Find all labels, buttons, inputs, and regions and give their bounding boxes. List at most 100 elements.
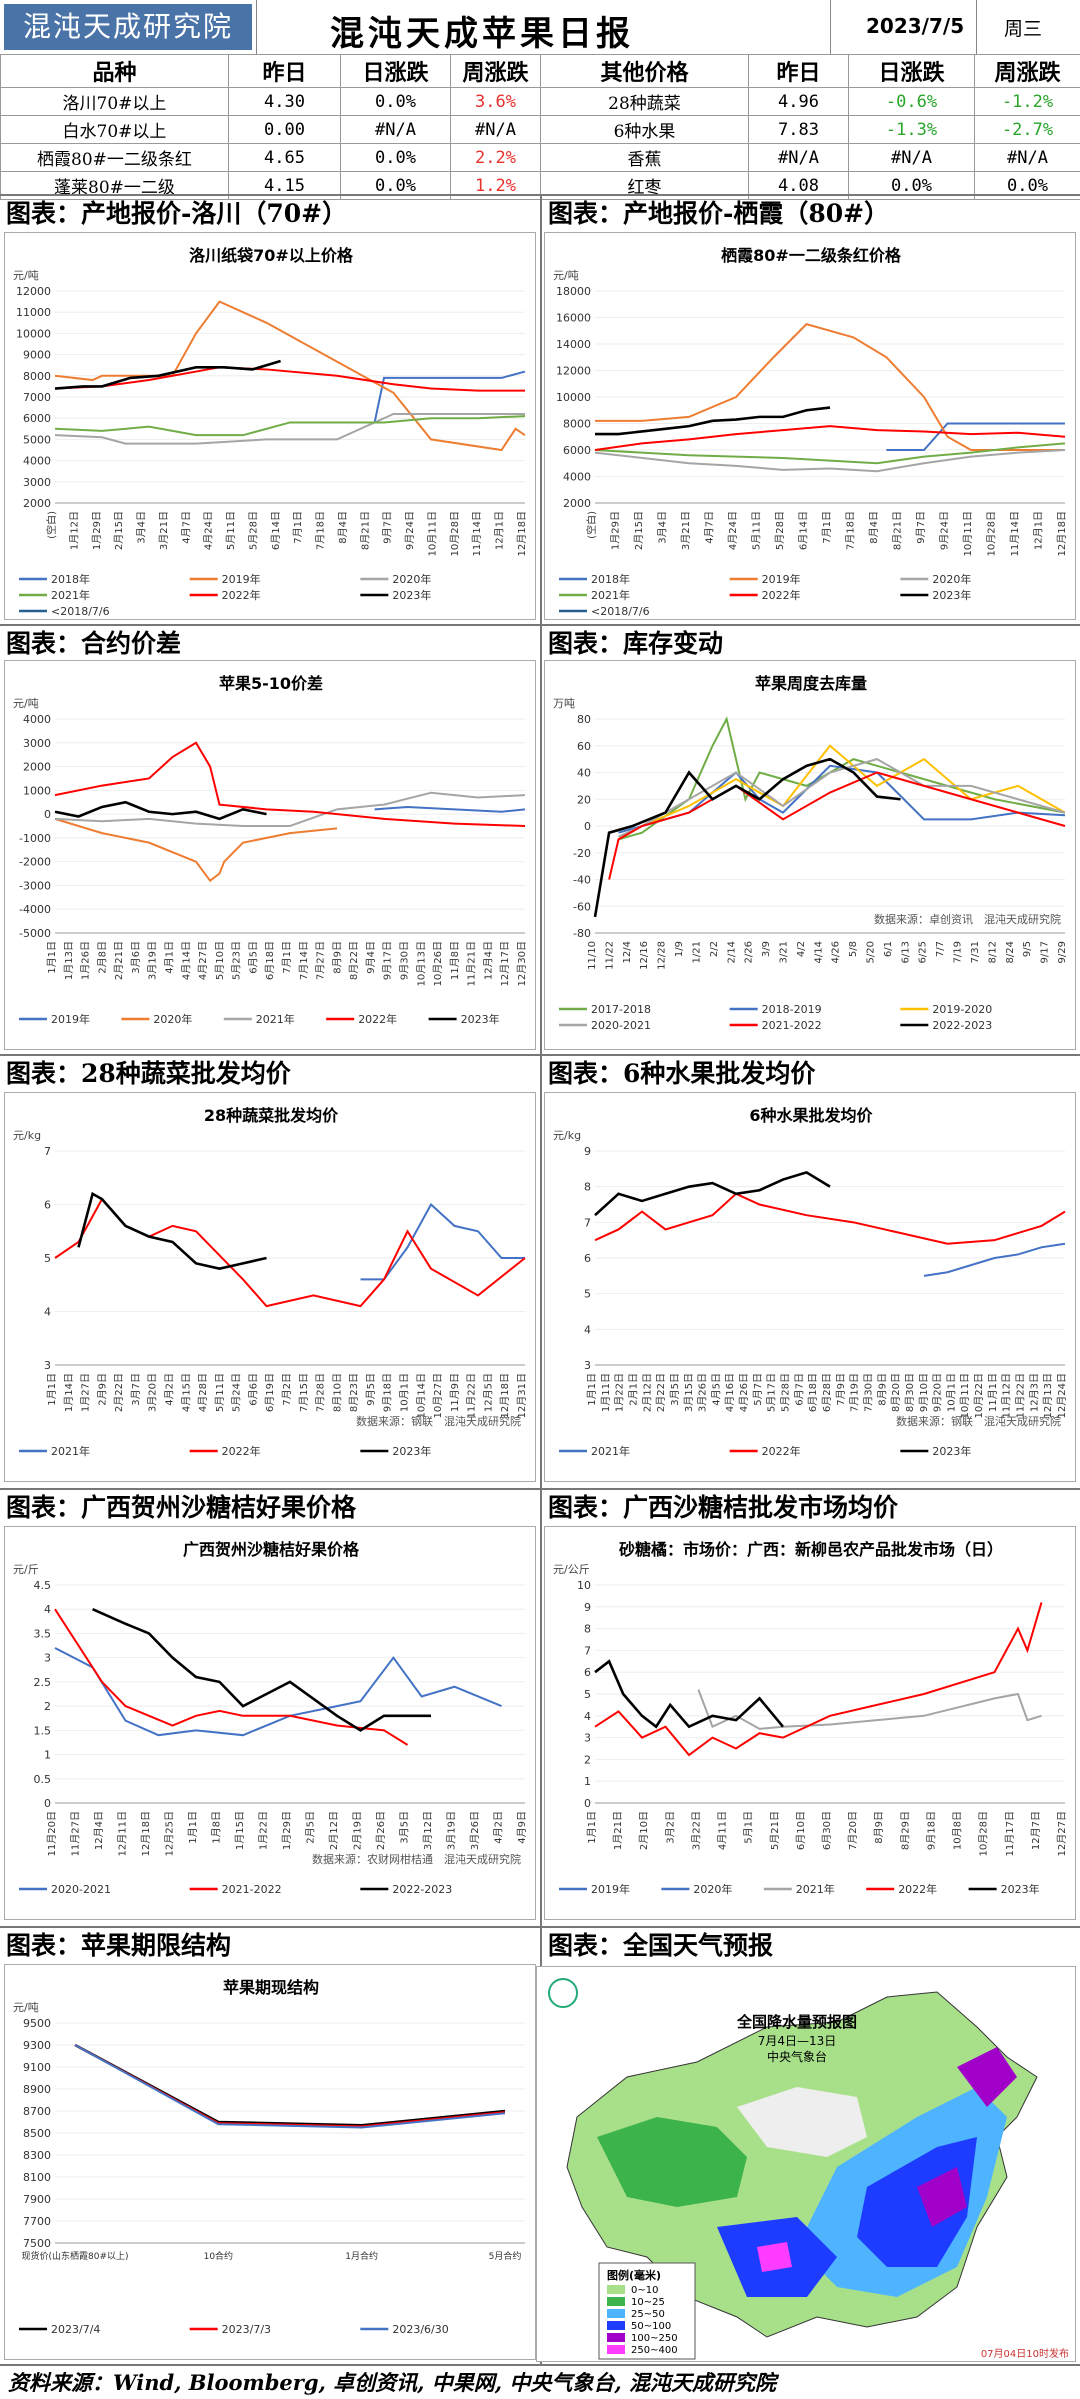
legend-label: 2020年: [392, 572, 431, 586]
legend-label: 2021年: [796, 1882, 835, 1896]
x-tick-label: 3月26日: [469, 1811, 481, 1850]
y-tick-label: 7: [44, 1145, 51, 1158]
x-tick-label: 5月28日: [774, 511, 786, 550]
x-tick-label: 3月26日: [697, 1373, 709, 1412]
x-tick-label: 7月2日: [281, 1373, 293, 1406]
x-tick-label: 8月21日: [892, 511, 904, 550]
x-tick-label: 1月1日: [586, 1811, 598, 1844]
x-tick-label: (空白): [45, 511, 58, 539]
x-tick-label: 12月3日: [1028, 1373, 1040, 1412]
x-tick-label: 3月19日: [446, 1811, 458, 1850]
table-cell: 洛川70#以上: [1, 88, 229, 116]
x-tick-label: 3月21日: [158, 511, 170, 550]
legend-label: 2018年: [51, 572, 90, 586]
legend-label: 2021-2022: [222, 1883, 282, 1896]
x-tick-label: 7月9日: [835, 1373, 847, 1406]
legend-label: 2021年: [51, 1444, 90, 1458]
y-tick-label: -20: [573, 847, 591, 860]
x-tick-label: 6月30日: [821, 1811, 833, 1850]
chart-title: 苹果期现结构: [223, 1978, 319, 1997]
x-tick-label: 6/1: [883, 941, 894, 957]
legend-label: 2023/7/3: [222, 2323, 271, 2336]
x-tick-label: 9月30日: [399, 941, 411, 980]
x-tick-label: 5月10日: [214, 941, 226, 980]
x-tick-label: 6月7日: [793, 1373, 805, 1406]
column-header: 周涨跌: [975, 55, 1080, 88]
x-tick-label: 11/22: [604, 941, 615, 970]
x-tick-label: 10月1日: [399, 1373, 411, 1412]
legend-label: 2020年: [932, 572, 971, 586]
y-tick-label: -40: [573, 874, 591, 887]
x-tick-label: 1月15日: [234, 1811, 246, 1850]
legend-label: <2018/7/6: [51, 605, 110, 618]
x-tick-label: 4月15日: [180, 1373, 192, 1412]
chart-qixia: 栖霞80#一二级条红价格元/吨2000400060008000100001200…: [544, 232, 1076, 620]
x-tick-label: 11月9日: [449, 1373, 461, 1412]
legend-label: 2017-2018: [591, 1003, 651, 1016]
x-tick-label: 8月4日: [337, 511, 349, 544]
x-tick-label: 6月19日: [264, 1373, 276, 1412]
chart-title: 洛川纸袋70#以上价格: [189, 246, 354, 265]
x-tick-label: 7/7: [935, 941, 946, 957]
chart-hezhou: 广西贺州沙糖桔好果价格元/斤00.511.522.533.544.511月20日…: [4, 1526, 536, 1920]
x-tick-label: 2/2: [709, 941, 720, 957]
x-tick-label: 11月17日: [1004, 1811, 1016, 1856]
x-tick-label: 2月15日: [113, 511, 125, 550]
y-tick-label: 7700: [23, 2215, 51, 2228]
section-title-qixia: 图表：产地报价-栖霞（80#）: [542, 196, 1080, 232]
x-tick-label: 9月20日: [932, 1373, 944, 1412]
table-cell: 栖霞80#一二级条红: [1, 144, 229, 172]
y-tick-label: -2000: [19, 856, 51, 869]
y-tick-label: 8000: [563, 418, 591, 431]
x-tick-label: 12月27日: [1056, 1811, 1068, 1856]
legend-label: 2023年: [1001, 1882, 1040, 1896]
x-tick-label: 12月18日: [1056, 511, 1068, 556]
x-tick-label: 8月23日: [348, 1373, 360, 1412]
y-tick-label: 9300: [23, 2039, 51, 2052]
table-cell: -1.3%: [849, 116, 975, 144]
y-tick-label: 9: [584, 1145, 591, 1158]
x-tick-label: 1月29日: [610, 511, 622, 550]
y-tick-label: 80: [577, 713, 591, 726]
x-tick-label: 3月2日: [664, 1811, 676, 1844]
x-tick-label: 11月22日: [466, 1373, 478, 1418]
x-tick-label: 9月18日: [382, 1373, 394, 1412]
x-tick-label: 2/14: [726, 941, 737, 963]
x-tick-label: 12月4日: [93, 1811, 105, 1850]
x-tick-label: 9/5: [1022, 941, 1033, 957]
y-tick-label: 16000: [556, 312, 591, 325]
y-tick-label: 9100: [23, 2061, 51, 2074]
legend-label: 2022年: [358, 1012, 397, 1026]
x-tick-label: 2月22日: [655, 1373, 667, 1412]
y-tick-label: 3: [44, 1359, 51, 1372]
chart-source-note: 数据来源：钢联 混沌天成研究院: [896, 1414, 1061, 1428]
x-tick-label: 1月27日: [80, 1373, 92, 1412]
table-cell: 香蕉: [541, 144, 749, 172]
x-tick-label: 5/8: [848, 941, 859, 957]
x-tick-label: 9/29: [1057, 941, 1068, 963]
legend-label: 2021年: [591, 1444, 630, 1458]
section-title-vegetables: 图表：28种蔬菜批发均价: [0, 1056, 540, 1092]
x-tick-label: 1/9: [674, 941, 685, 957]
x-tick-label: 12月30日: [516, 941, 528, 986]
x-tick-label: 4/14: [813, 941, 824, 963]
x-tick-label: 9月10日: [918, 1373, 930, 1412]
legend-label: 2023年: [392, 1444, 431, 1458]
table-cell: 4.30: [229, 88, 341, 116]
x-tick-label: 12月13日: [1042, 1373, 1054, 1418]
y-tick-label: 3000: [23, 476, 51, 489]
chart-term-structure: 苹果期现结构元/吨7500770079008100830085008700890…: [4, 1964, 536, 2360]
x-tick-label: 9月17日: [382, 941, 394, 980]
x-tick-label: 11/10: [587, 941, 598, 970]
x-tick-label: 9月4日: [365, 941, 377, 974]
x-tick-label: 8/24: [1005, 941, 1016, 963]
chart-title: 广西贺州沙糖桔好果价格: [183, 1540, 360, 1559]
table-cell: -0.6%: [849, 88, 975, 116]
y-tick-label: 1: [584, 1775, 591, 1788]
x-tick-label: 1月26日: [80, 941, 92, 980]
x-tick-label: 2月26日: [375, 1811, 387, 1850]
x-tick-label: 6月14日: [798, 511, 810, 550]
table-cell: 2.2%: [451, 144, 541, 172]
